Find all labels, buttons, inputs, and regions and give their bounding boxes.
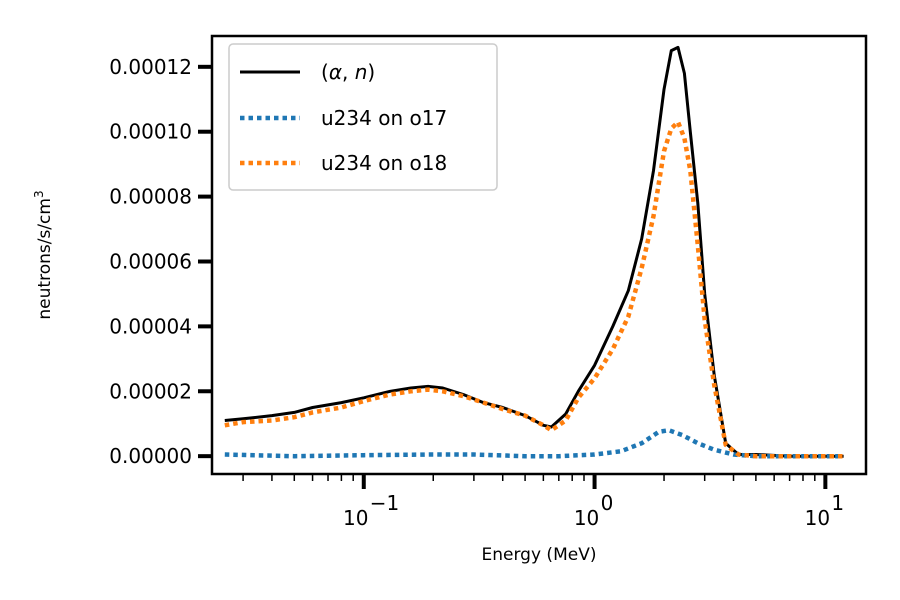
y-axis: 0.00000 0.00002 0.00004 0.00006 0.00008 0.000…	[109, 55, 212, 468]
x-tick-label: 10	[343, 506, 368, 530]
plot-series	[224, 45, 844, 459]
y-axis-label-text: neutrons/s/cm	[35, 198, 55, 320]
legend-label-alpha-n: (α, n)	[321, 60, 375, 84]
series-line-1	[224, 427, 844, 459]
x-tick-exponent: 0	[601, 491, 614, 515]
series-line-2	[224, 119, 844, 459]
y-tick-label: 0.00012	[109, 55, 192, 79]
y-tick-label: 0.00006	[109, 249, 192, 273]
plot-frame	[210, 34, 868, 476]
legend: (α, n) u234 on o17 u234 on o18	[228, 43, 498, 191]
x-tick-exponent: 1	[831, 491, 844, 515]
legend-label-u234-o18: u234 on o18	[321, 151, 447, 175]
y-tick-label: 0.00000	[109, 444, 192, 468]
y-axis-label-exponent: 3	[32, 190, 46, 198]
x-tick-exponent: −1	[370, 491, 399, 515]
y-tick-label: 0.00002	[109, 379, 192, 403]
legend-label-u234-o17: u234 on o17	[321, 106, 447, 130]
y-tick-label: 0.00010	[109, 120, 192, 144]
x-tick-label: 10	[805, 506, 830, 530]
legend-box	[228, 43, 498, 191]
x-tick-label: 10	[574, 506, 599, 530]
y-tick-label: 0.00008	[109, 185, 192, 209]
y-axis-label: neutrons/s/cm3	[32, 190, 55, 319]
x-axis-label: Energy (MeV)	[482, 545, 597, 565]
y-tick-label: 0.00004	[109, 314, 192, 338]
